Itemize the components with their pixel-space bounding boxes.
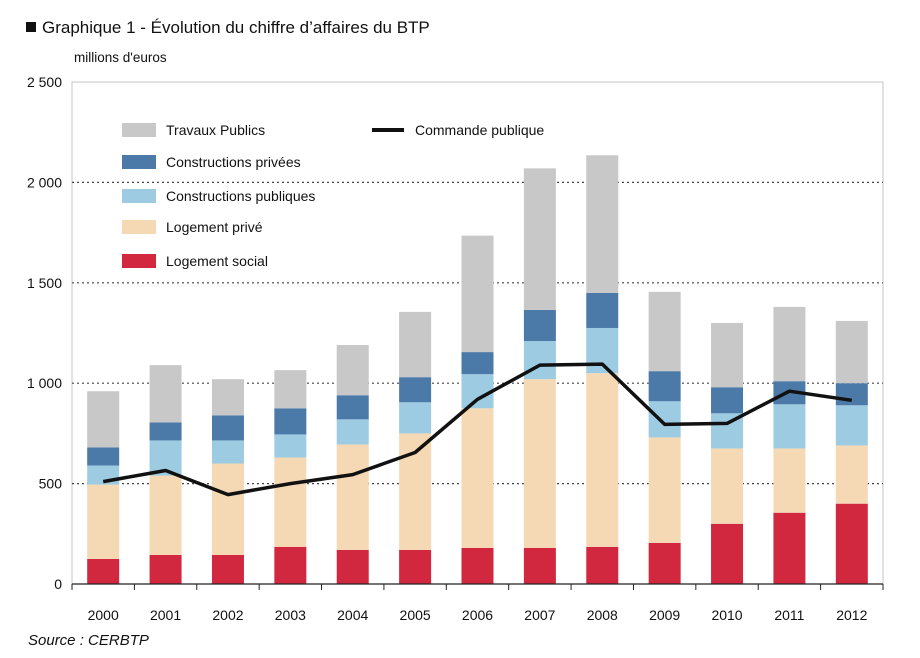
bar-constructions-publiques: [211, 440, 244, 464]
bar-logement-social: [586, 546, 619, 584]
x-tick-label: 2002: [212, 607, 243, 623]
bar-constructions-priv-es: [336, 395, 369, 420]
legend-swatch: [122, 189, 156, 203]
bar-logement-social: [523, 547, 556, 584]
bar-travaux-publics: [211, 379, 244, 416]
bar-constructions-publiques: [523, 341, 556, 380]
bar-travaux-publics: [399, 311, 432, 378]
bar-travaux-publics: [274, 370, 307, 409]
bar-constructions-priv-es: [399, 377, 432, 403]
bar-logement-social: [835, 503, 868, 584]
bar-logement-social: [274, 546, 307, 584]
bar-constructions-publiques: [274, 434, 307, 458]
bar-logement-social: [648, 542, 681, 584]
y-tick-label: 1 000: [27, 375, 62, 391]
chart-title-text: Graphique 1 - Évolution du chiffre d’aff…: [42, 18, 430, 37]
y-axis-unit-label: millions d'euros: [74, 50, 167, 65]
bar-logement-social: [399, 549, 432, 584]
bar-constructions-priv-es: [87, 447, 120, 466]
bar-travaux-publics: [711, 322, 744, 388]
bar-logement-priv-: [211, 463, 244, 555]
x-tick-label: 2012: [836, 607, 867, 623]
bar-travaux-publics: [648, 291, 681, 372]
bar-travaux-publics: [87, 391, 120, 448]
y-tick-label: 500: [39, 476, 63, 492]
legend-label: Logement privé: [166, 219, 263, 235]
y-tick-label: 2 500: [27, 74, 62, 90]
x-tick-label: 2009: [649, 607, 680, 623]
bar-travaux-publics: [523, 168, 556, 310]
y-tick-label: 1 500: [27, 275, 62, 291]
bar-constructions-publiques: [835, 405, 868, 446]
bar-logement-social: [211, 554, 244, 584]
y-tick-label: 2 000: [27, 174, 62, 190]
legend-swatch: [122, 220, 156, 234]
bar-logement-social: [87, 558, 120, 584]
chart-title: Graphique 1 - Évolution du chiffre d’aff…: [26, 18, 430, 38]
x-tick-label: 2006: [462, 607, 493, 623]
x-tick-label: 2010: [711, 607, 742, 623]
legend-label: Constructions privées: [166, 154, 301, 170]
y-tick-label: 0: [54, 576, 62, 592]
title-square-icon: [26, 22, 36, 32]
bar-constructions-priv-es: [461, 352, 494, 375]
x-tick-label: 2001: [150, 607, 181, 623]
bar-constructions-priv-es: [835, 383, 868, 406]
bar-logement-priv-: [274, 457, 307, 547]
line-commande-publique: [102, 362, 853, 497]
bar-constructions-publiques: [461, 374, 494, 409]
bar-logement-priv-: [149, 475, 182, 555]
bar-travaux-publics: [835, 320, 868, 384]
bar-constructions-priv-es: [523, 309, 556, 342]
bar-logement-social: [336, 549, 369, 584]
x-tick-label: 2004: [337, 607, 368, 623]
x-tick-label: 2005: [400, 607, 431, 623]
bar-constructions-priv-es: [648, 371, 681, 402]
bar-logement-priv-: [711, 448, 744, 524]
bar-logement-priv-: [648, 437, 681, 543]
bar-constructions-priv-es: [149, 422, 182, 441]
bar-travaux-publics: [461, 235, 494, 353]
bar-logement-priv-: [336, 444, 369, 550]
legend-swatch: [122, 123, 156, 137]
bar-logement-priv-: [773, 448, 806, 513]
x-tick-label: 2011: [774, 607, 804, 623]
legend-label: Constructions publiques: [166, 188, 315, 204]
bar-constructions-publiques: [336, 419, 369, 445]
bar-logement-social: [711, 523, 744, 584]
bar-constructions-publiques: [399, 402, 432, 434]
bar-travaux-publics: [773, 306, 806, 382]
bar-logement-priv-: [523, 379, 556, 548]
bar-travaux-publics: [586, 155, 619, 293]
bar-constructions-publiques: [648, 401, 681, 438]
bar-constructions-publiques: [87, 465, 120, 485]
legend-swatch: [122, 155, 156, 169]
legend-label: Travaux Publics: [166, 122, 265, 138]
bar-logement-social: [461, 547, 494, 584]
bar-logement-social: [149, 554, 182, 584]
legend-label: Logement social: [166, 253, 268, 269]
source-note: Source : CERBTP: [28, 632, 149, 649]
x-tick-label: 2007: [524, 607, 555, 623]
x-tick-label: 2008: [587, 607, 618, 623]
bar-constructions-priv-es: [274, 408, 307, 435]
bar-logement-priv-: [461, 408, 494, 548]
bar-travaux-publics: [336, 345, 369, 396]
legend-label: Commande publique: [415, 122, 544, 138]
bar-constructions-priv-es: [211, 415, 244, 441]
bar-logement-social: [773, 512, 806, 584]
bar-constructions-priv-es: [586, 292, 619, 328]
legend-swatch: [122, 254, 156, 268]
bar-logement-priv-: [835, 445, 868, 504]
bar-constructions-publiques: [773, 404, 806, 449]
bar-travaux-publics: [149, 365, 182, 423]
bar-logement-priv-: [586, 373, 619, 547]
x-tick-label: 2003: [275, 607, 306, 623]
bar-logement-priv-: [87, 484, 120, 559]
x-tick-label: 2000: [88, 607, 119, 623]
bar-constructions-priv-es: [711, 387, 744, 414]
